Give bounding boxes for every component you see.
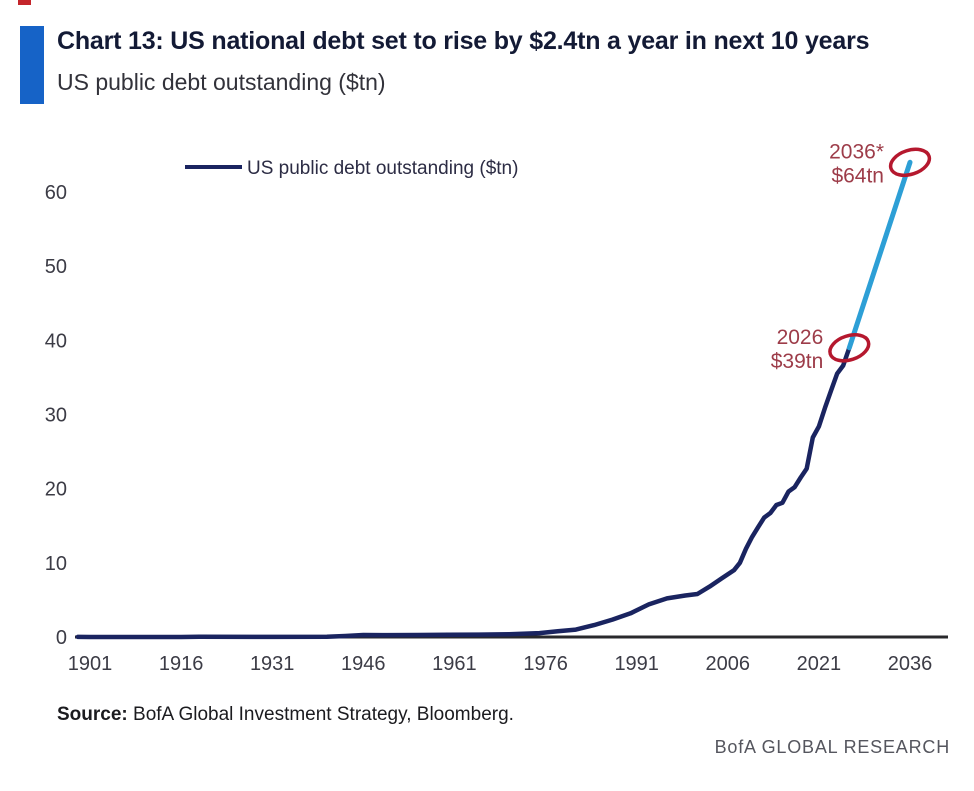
x-axis-ticks: 1901 1916 1931 1946 1961 1976 1991 2006 2021 2036 <box>68 653 933 675</box>
chart-title: Chart 13: US national debt set to rise b… <box>57 27 870 55</box>
branding-text: BofA GLOBAL RESEARCH <box>714 737 950 757</box>
x-tick-label: 1946 <box>341 653 386 675</box>
y-tick-label: 10 <box>45 553 67 575</box>
x-tick-label: 1916 <box>159 653 204 675</box>
debt-line-historical <box>75 345 852 640</box>
annotation-value-label: $64tn <box>831 164 884 187</box>
x-tick-label: 1961 <box>432 653 477 675</box>
legend-label: US public debt outstanding ($tn) <box>247 158 518 179</box>
x-tick-label: 1931 <box>250 653 295 675</box>
annotations: 2026$39tn 2036*$64tn <box>771 140 932 373</box>
y-tick-label: 20 <box>45 479 67 501</box>
x-tick-label: 1991 <box>614 653 659 675</box>
y-tick-label: 60 <box>45 182 67 204</box>
debt-line-projection <box>846 159 913 351</box>
y-tick-label: 0 <box>56 627 67 649</box>
corner-mark <box>18 0 31 5</box>
annotation-year-label: 2026 <box>777 326 824 349</box>
y-tick-label: 40 <box>45 330 67 352</box>
x-tick-label: 2021 <box>797 653 842 675</box>
annotation-year-label: 2036* <box>829 140 884 163</box>
title-accent-bar <box>20 26 44 104</box>
chart-subtitle: US public debt outstanding ($tn) <box>57 69 386 95</box>
y-tick-label: 50 <box>45 256 67 278</box>
highlight-circle <box>828 333 871 363</box>
x-tick-label: 1976 <box>523 653 568 675</box>
source-note: Source: BofA Global Investment Strategy,… <box>57 704 514 726</box>
source-label: Source: <box>57 704 128 725</box>
x-tick-label: 2006 <box>706 653 751 675</box>
x-tick-label: 1901 <box>68 653 113 675</box>
y-tick-label: 30 <box>45 405 67 427</box>
legend: US public debt outstanding ($tn) <box>185 158 518 179</box>
annotation-value-label: $39tn <box>771 350 824 373</box>
x-tick-label: 2036 <box>888 653 933 675</box>
source-text: BofA Global Investment Strategy, Bloombe… <box>127 704 514 725</box>
highlight-circle <box>888 147 932 178</box>
y-axis-ticks: 0 10 20 30 40 50 60 <box>45 182 67 649</box>
